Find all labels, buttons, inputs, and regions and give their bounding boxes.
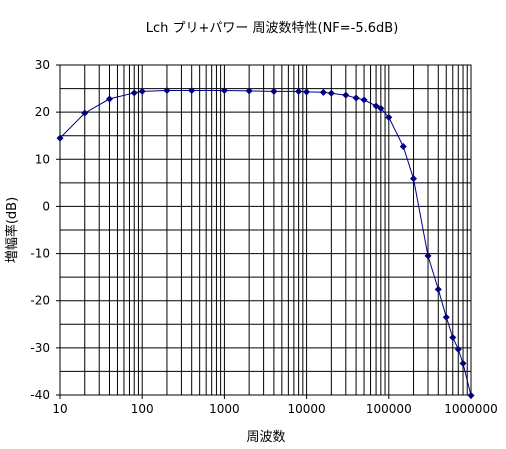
x-tick-label: 100000 [366, 402, 412, 416]
data-point [352, 94, 360, 102]
data-point [442, 313, 450, 321]
x-tick-label: 10000 [288, 402, 326, 416]
y-axis-ticks: 30 20 10 0 -10 -20 -30 -40 [30, 58, 60, 402]
data-point [434, 285, 442, 293]
data-point [270, 87, 278, 95]
y-tick-label: 0 [42, 199, 50, 213]
y-tick-label: -20 [30, 294, 50, 308]
y-tick-label: -10 [30, 247, 50, 261]
y-tick-label: -40 [30, 388, 50, 402]
x-tick-label: 1000000 [444, 402, 497, 416]
data-point [303, 88, 311, 96]
x-axis-label: 周波数 [246, 430, 285, 445]
data-point [385, 113, 393, 121]
data-point [163, 86, 171, 94]
data-point [399, 143, 407, 151]
data-point [327, 89, 335, 97]
x-tick-label: 100 [131, 402, 154, 416]
data-point [372, 102, 380, 110]
x-axis-ticks: 10 100 1000 10000 100000 1000000 [52, 395, 498, 416]
data-point [56, 134, 64, 142]
data-point [454, 345, 462, 353]
data-point [188, 86, 196, 94]
data-point [467, 391, 475, 399]
data-point [220, 86, 228, 94]
data-point [130, 89, 138, 97]
y-tick-label: 10 [35, 152, 50, 166]
data-point [319, 88, 327, 96]
x-tick-label: 10 [52, 402, 67, 416]
data-point [245, 87, 253, 95]
x-tick-label: 1000 [209, 402, 240, 416]
data-point [410, 175, 418, 183]
data-point [138, 87, 146, 95]
data-points [56, 86, 475, 399]
data-point [342, 91, 350, 99]
plot-area-border [59, 64, 472, 396]
data-point [459, 359, 467, 367]
data-point [377, 104, 385, 112]
y-tick-label: 20 [35, 105, 50, 119]
y-axis-label: 増幅率(dB) [4, 197, 20, 263]
series-line [59, 90, 472, 396]
data-point [105, 95, 113, 103]
y-tick-label: 30 [35, 58, 50, 72]
y-tick-label: -30 [30, 341, 50, 355]
data-point [81, 109, 89, 117]
data-point [424, 252, 432, 260]
chart-title: Lch プリ+パワー 周波数特性(NF=-5.6dB) [146, 21, 399, 36]
data-point [295, 87, 303, 95]
data-point [449, 333, 457, 341]
chart-grid [59, 64, 471, 396]
data-point [360, 96, 368, 104]
